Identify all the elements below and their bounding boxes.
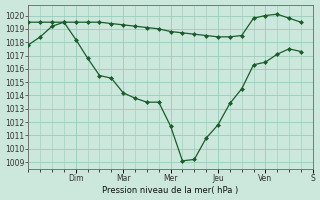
X-axis label: Pression niveau de la mer( hPa ): Pression niveau de la mer( hPa ) [102, 186, 239, 195]
